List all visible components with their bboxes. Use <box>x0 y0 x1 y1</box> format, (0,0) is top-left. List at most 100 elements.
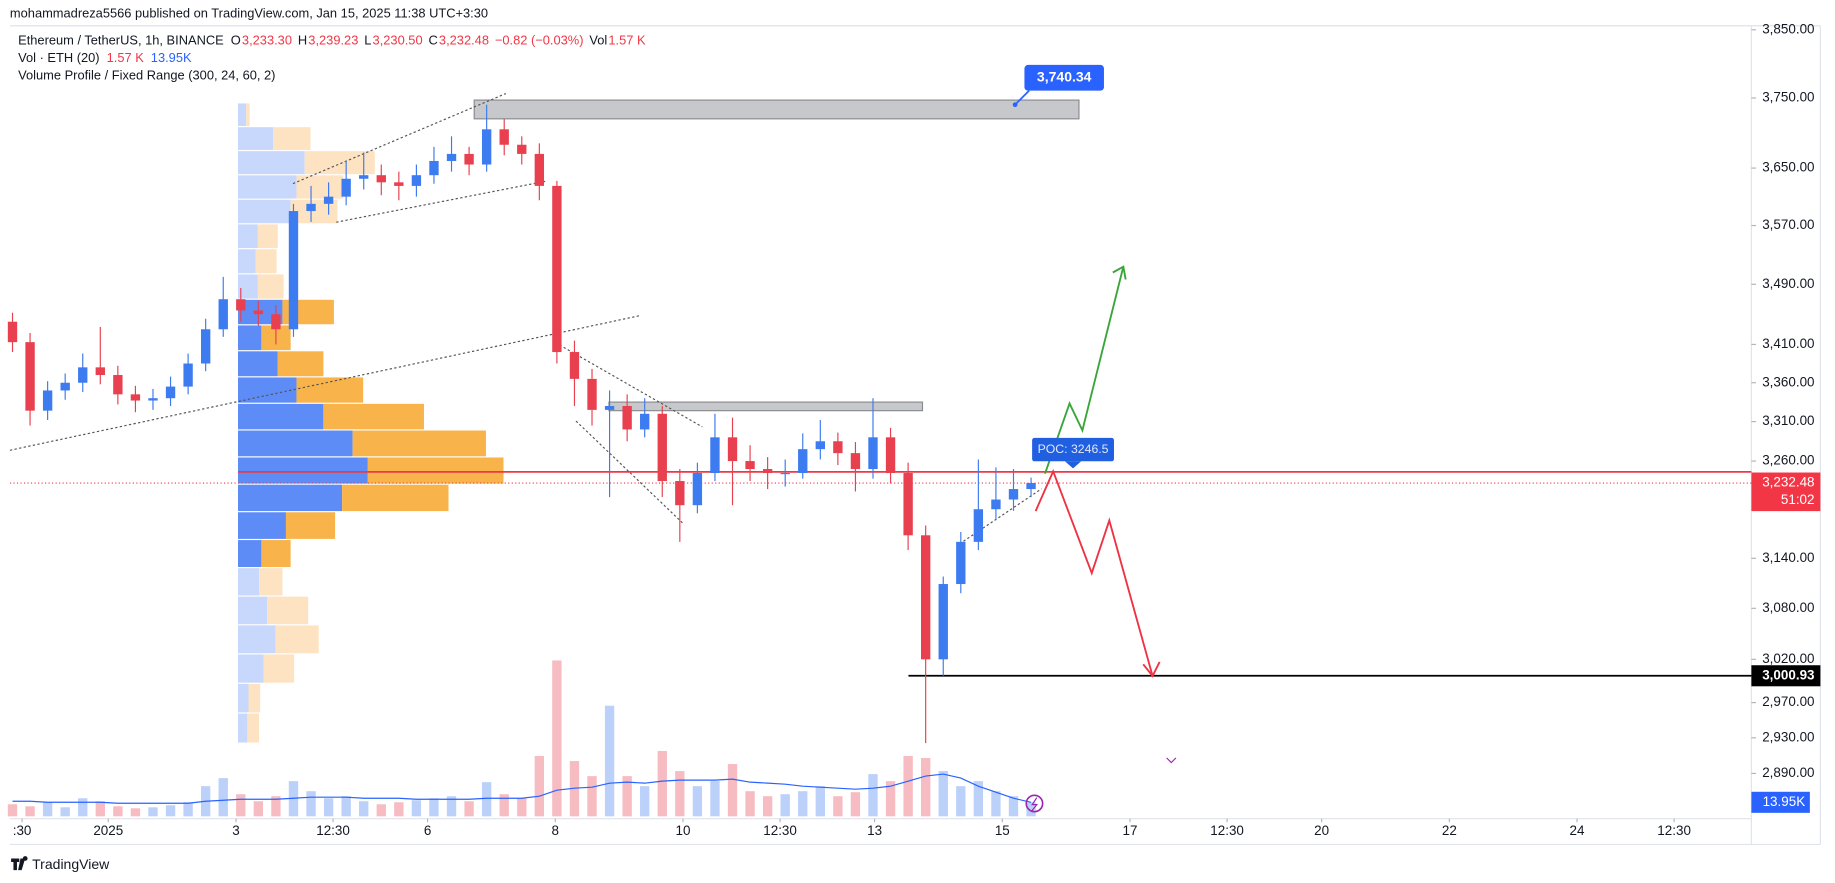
brand-logo <box>11 856 28 871</box>
price-lines <box>9 470 1752 677</box>
candle-body <box>253 310 264 315</box>
profile-up <box>237 199 291 224</box>
profile-up <box>237 175 297 199</box>
candle-body <box>903 473 913 536</box>
candle-body <box>534 153 545 186</box>
profile-down <box>296 175 344 199</box>
candle-body <box>95 367 105 376</box>
volume-bar <box>236 794 246 817</box>
candle-body <box>148 398 158 401</box>
volume-bar <box>341 796 351 817</box>
y-tick-label: 3,360.00 <box>1762 374 1814 389</box>
candle-body <box>921 535 931 660</box>
volume-bar <box>622 776 632 817</box>
profile-down <box>352 430 486 457</box>
candle-body <box>446 153 457 161</box>
legend: Ethereum / TetherUS, 1h, BINANCE O 3,233.3… <box>18 32 646 82</box>
y-tick-label: 3,260.00 <box>1762 453 1814 468</box>
volume-bar <box>903 755 913 817</box>
profile-down <box>257 224 278 249</box>
candle-body <box>25 342 35 411</box>
y-tick-label: 2,930.00 <box>1762 729 1814 744</box>
candle-body <box>481 129 492 165</box>
volume-bar <box>815 786 825 817</box>
candle-body <box>236 299 246 311</box>
x-tick-label: 12:30 <box>763 823 797 838</box>
candle-body <box>60 382 70 391</box>
x-tick-label: 2025 <box>93 823 123 838</box>
y-tick-label: 3,570.00 <box>1762 217 1814 232</box>
x-tick-label: 3 <box>232 823 239 838</box>
volume-bar <box>657 750 667 817</box>
volume-bar <box>429 798 439 817</box>
volume-bar <box>42 802 53 817</box>
candle-body <box>780 473 790 475</box>
volume-bar <box>517 798 527 817</box>
candle-body <box>288 211 299 330</box>
candle-body <box>183 363 193 387</box>
marker <box>1166 757 1177 764</box>
profile-down <box>255 249 277 274</box>
candle-body <box>798 449 808 474</box>
callout-pointer <box>1014 90 1030 106</box>
volume-bar <box>165 805 176 817</box>
profile-down <box>248 683 261 713</box>
profile-up <box>237 224 258 249</box>
candle-body <box>938 584 948 660</box>
candle-body <box>7 321 18 343</box>
legend-key: Vol <box>589 32 607 47</box>
legend-title: Ethereum / TetherUS, 1h, BINANCE <box>18 32 224 47</box>
volume-bar <box>481 782 492 817</box>
volume-legend-value: 1.57 K <box>107 50 145 65</box>
profile-up <box>237 625 276 654</box>
candle-body <box>973 509 984 542</box>
zones <box>473 99 1080 412</box>
candle-body <box>218 299 228 330</box>
volume-bar <box>271 796 281 817</box>
volume-bar <box>376 804 386 817</box>
volume-bar <box>534 755 545 817</box>
profile-down <box>273 127 311 150</box>
level-box <box>1751 665 1821 687</box>
y-tick-label: 3,650.00 <box>1762 160 1814 175</box>
legend-value: 1.57 K <box>608 32 646 47</box>
profile-down <box>342 484 449 512</box>
volume-bar <box>1026 802 1036 817</box>
profile-down <box>323 403 424 430</box>
volume-bar <box>798 791 808 817</box>
trendline <box>292 93 507 185</box>
volume-bar <box>727 764 738 817</box>
candle-body <box>113 375 123 395</box>
profile-up <box>237 512 286 539</box>
profile-up <box>237 484 343 512</box>
volume-bar <box>60 807 70 817</box>
volume-bar <box>394 802 404 817</box>
profile-up <box>237 127 274 150</box>
profile-up <box>237 103 247 127</box>
volume-bar <box>446 796 457 817</box>
profile-down <box>275 625 319 654</box>
profile-up <box>237 249 256 274</box>
event-icon[interactable] <box>1025 794 1044 813</box>
publisher: mohammadreza5566 published on TradingVie… <box>10 5 488 20</box>
x-tick-label: :30 <box>13 823 32 838</box>
profile-down <box>247 713 260 743</box>
volume-bar <box>7 804 18 817</box>
profile-down <box>267 596 309 625</box>
profile-up <box>237 325 262 351</box>
zone <box>608 401 924 412</box>
volume <box>7 660 1036 817</box>
y-tick-label: 3,080.00 <box>1762 600 1814 615</box>
candle-body <box>657 413 667 482</box>
x-tick-label: 12:30 <box>1657 823 1691 838</box>
candle-body <box>306 203 316 212</box>
volume-bar <box>95 801 105 817</box>
legend-key: O <box>231 32 241 47</box>
volume-bar <box>306 791 316 817</box>
x-tick-label: 12:30 <box>316 823 350 838</box>
profile-up <box>237 351 278 377</box>
countdown-label: 51:02 <box>1781 492 1815 507</box>
candle-body <box>429 160 439 176</box>
candle-body <box>675 481 685 506</box>
